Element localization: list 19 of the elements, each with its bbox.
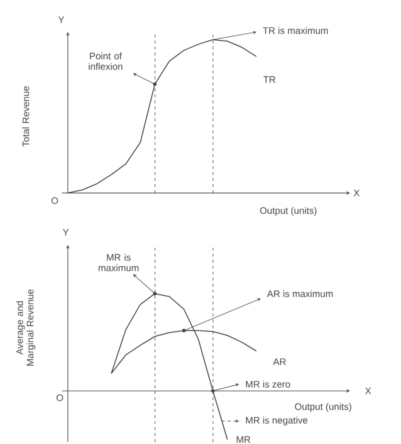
x-axis-title: Output (units) — [294, 403, 352, 412]
annotation: Point of inflexion — [88, 52, 122, 70]
text: O — [52, 197, 58, 204]
series-label: AR — [273, 358, 286, 365]
text: TR is maximum — [262, 26, 328, 34]
annotation: O — [56, 394, 64, 402]
text: Y — [62, 229, 69, 236]
text: X — [354, 190, 360, 196]
text: TR — [263, 76, 276, 83]
text: Y — [58, 16, 64, 23]
text: X — [365, 388, 372, 394]
y-axis-title: Average and Marginal Revenue — [16, 289, 36, 366]
y-axis-title: Total Revenue — [22, 86, 30, 147]
annotation: MR is negative — [246, 416, 308, 426]
series-label: MR — [236, 436, 250, 443]
x-axis-title: Output (units) — [260, 206, 316, 216]
text: MR is maximum — [98, 254, 138, 272]
annotation: MR is zero — [246, 380, 290, 388]
annotation: AR is maximum — [267, 290, 333, 298]
